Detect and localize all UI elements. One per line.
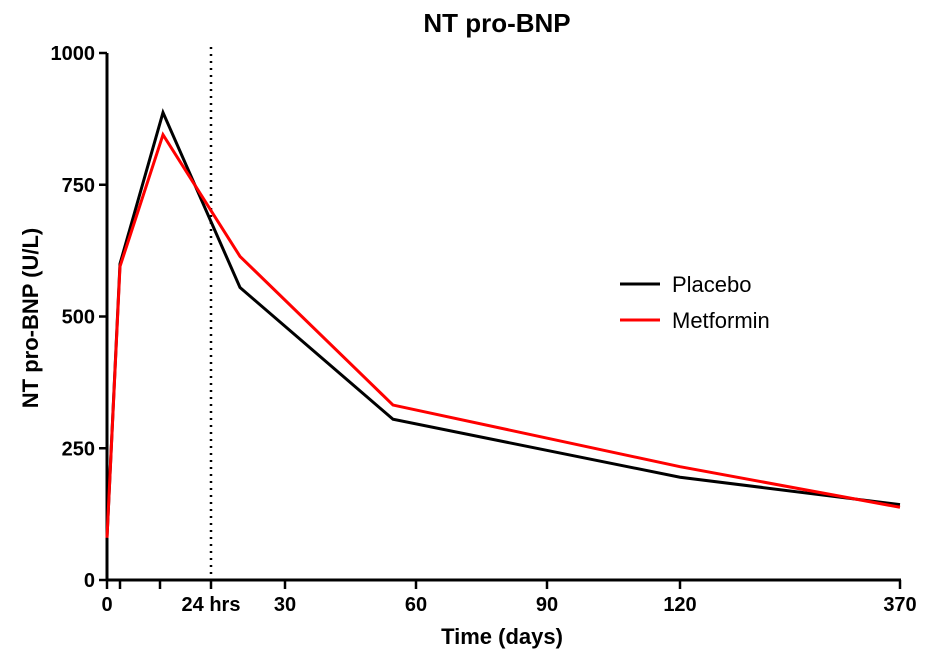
x-tick-label: 370 <box>883 594 916 616</box>
x-tick-label: 30 <box>274 594 296 616</box>
legend: Placebo Metformin <box>620 272 770 333</box>
y-axis-title: NT pro-BNP (U/L) <box>18 228 43 408</box>
y-tick-label: 1000 <box>51 43 96 65</box>
legend-label-metformin: Metformin <box>672 308 770 333</box>
series-line-metformin <box>105 131 901 538</box>
y-tick-label: 0 <box>84 570 95 592</box>
series-line-placebo <box>105 108 901 538</box>
x-tick-label: 60 <box>405 594 427 616</box>
y-tick-label: 500 <box>62 307 95 329</box>
x-tick-label: 24 hrs <box>182 594 241 616</box>
x-tick-label: 120 <box>663 594 696 616</box>
x-tick-label: 90 <box>536 594 558 616</box>
plot-area: 0 250 500 750 1000 0 24 hrs 30 60 90 120 370 <box>51 43 917 616</box>
x-tick-label: 0 <box>101 594 112 616</box>
chart-title: NT pro-BNP <box>423 8 570 38</box>
y-tick-label: 750 <box>62 175 95 197</box>
x-axis-title: Time (days) <box>441 624 563 649</box>
y-tick-label: 250 <box>62 438 95 460</box>
legend-label-placebo: Placebo <box>672 272 752 297</box>
